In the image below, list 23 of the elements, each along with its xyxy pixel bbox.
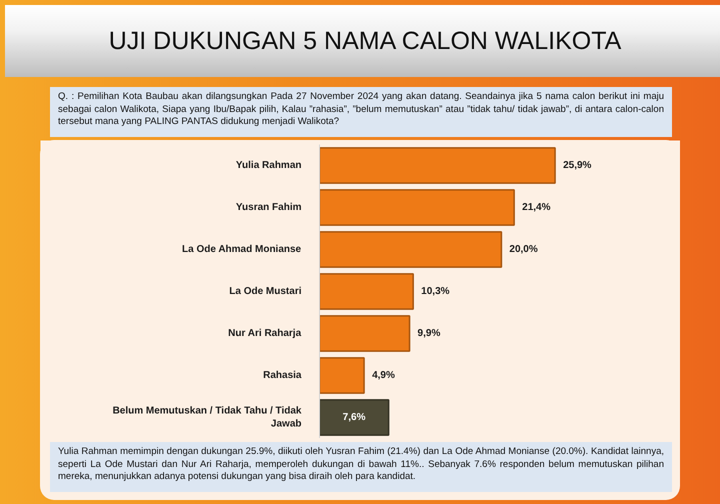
y-tick-label: La Ode Mustari [229, 286, 302, 297]
y-tick-label: Nur Ari Raharja [228, 328, 302, 339]
data-label: 9,9% [418, 328, 440, 339]
bar [320, 357, 365, 394]
y-tick-label: Yulia Rahman [236, 160, 302, 171]
data-label: 25,9% [563, 160, 592, 171]
bar [320, 231, 502, 268]
y-tick-label: Yusran Fahim [236, 202, 302, 213]
bar [320, 399, 390, 436]
y-tick-label: Belum Memutuskan / Tidak Tahu / Tidak Jawab [112, 405, 302, 430]
data-label: 10,3% [421, 286, 450, 297]
data-label: 4,9% [372, 370, 395, 381]
text: Yulia Rahman memimpin dengan dukungan 25.9%, diikuti oleh Yusran Fahim (21.4%) dan La Ode Ahmad Monianse (20.0%). Kandidat lainnya, seperti La Ode Mustari dan Nur Ari Raharja, memperoleh dukungan di bawah 11%.. Sebanyak 7.6% responden belum memutuskan pilihan mereka, menunjukkan adanya potensi dukungan yang bisa diraih oleh para kandidat. [57, 445, 665, 484]
bar [320, 273, 414, 310]
data-label: 20,0% [509, 244, 538, 255]
y-tick-label: Rahasia [263, 370, 302, 381]
text: Q. : Pemilihan Kota Baubau akan dilangsungkan Pada 27 November 2024 yang akan datang. Seandainya jika 5 nama calon berikut ini maju sebagai calon Walikota, Siapa yang Ibu/Bapak pilih, Kalau ”rahasia”, ”belum memutuskan” atau ”tidak tahu/ tidak jawab”, di antara calon-calon tersebut mana yang PALING PANTAS didukung menjadi Walikota? [57, 90, 665, 129]
data-label: 21,4% [522, 202, 551, 213]
data-label: 7,6% [342, 412, 366, 423]
chart-title: UJI DUKUNGAN 5 NAMA CALON WALIKOTA [5, 5, 720, 77]
bar [320, 189, 515, 226]
y-tick-label: La Ode Ahmad Monianse [182, 244, 302, 255]
bar [320, 315, 410, 352]
